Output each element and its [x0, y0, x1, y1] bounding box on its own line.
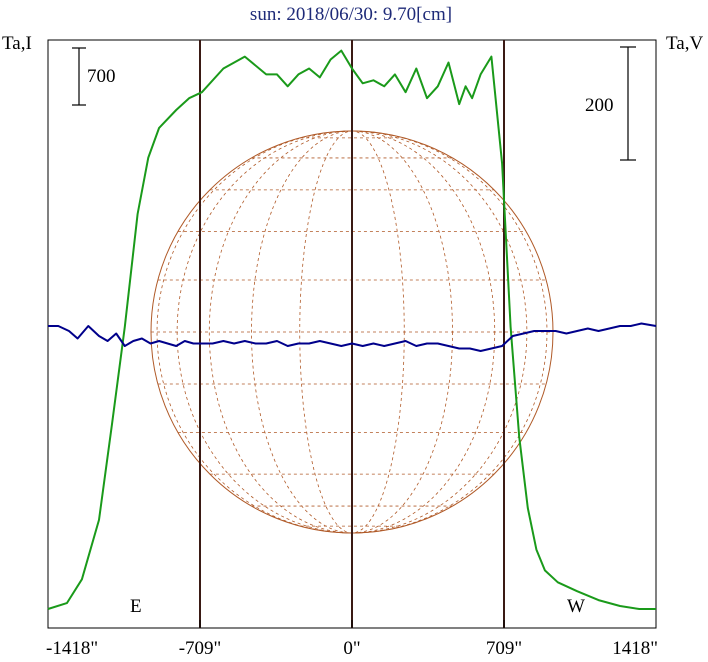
right-scale-bar	[620, 46, 636, 161]
right-scale-bar-label: 200	[585, 95, 614, 116]
x-tick-label: -1418"	[46, 638, 98, 659]
left-axis-label: Ta,I	[2, 33, 32, 54]
east-limb-label: E	[130, 596, 142, 617]
chart-title: sun: 2018/06/30: 9.70[cm]	[250, 4, 452, 25]
right-axis-label: Ta,V	[666, 33, 703, 54]
left-scale-bar	[72, 47, 86, 106]
left-scale-bar-label: 700	[87, 66, 116, 87]
vertical-reference-lines	[199, 40, 505, 628]
x-tick-label: 1418"	[612, 638, 658, 659]
x-tick-label: 709"	[486, 638, 522, 659]
west-limb-label: W	[567, 596, 585, 617]
x-tick-label: -709"	[179, 638, 222, 659]
series-line-V	[48, 322, 657, 352]
x-axis-ticks: -1418" -709" 0" 709" 1418"	[46, 620, 658, 659]
series-group	[47, 49, 657, 610]
x-tick-label: 0"	[343, 638, 360, 659]
series-line-I	[47, 49, 656, 610]
